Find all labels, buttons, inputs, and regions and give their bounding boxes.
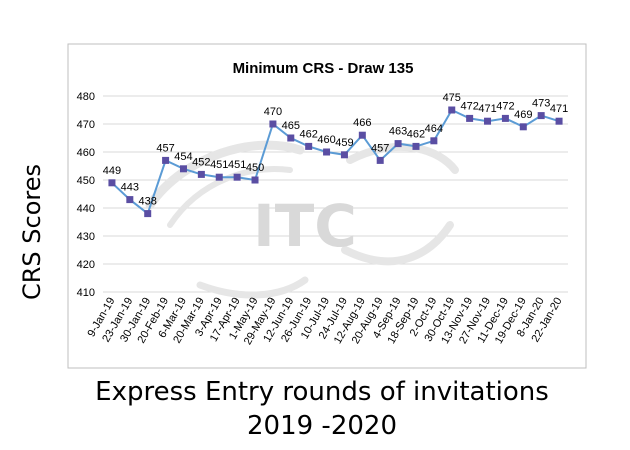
data-label: 452 [192, 156, 210, 168]
y-tick-label: 460 [77, 147, 95, 159]
watermark-text: ITC [253, 192, 357, 260]
data-point [430, 137, 438, 145]
data-point [466, 114, 474, 122]
data-point [448, 106, 456, 114]
y-tick-label: 430 [77, 231, 95, 243]
data-point [215, 173, 223, 181]
data-label: 443 [121, 182, 139, 194]
data-point [287, 134, 295, 142]
data-point [537, 112, 545, 120]
y-tick-label: 410 [77, 287, 95, 299]
data-label: 457 [371, 142, 389, 154]
data-point [179, 165, 187, 173]
data-label: 451 [210, 159, 228, 171]
data-point [144, 210, 152, 218]
data-point [323, 148, 331, 156]
data-point [412, 142, 420, 150]
data-label: 472 [460, 100, 478, 112]
data-point [251, 176, 259, 184]
data-label: 459 [335, 137, 353, 149]
data-label: 462 [299, 128, 317, 140]
x-axis-title-line2: 2019 -2020 [247, 411, 397, 441]
y-tick-label: 420 [77, 259, 95, 271]
data-label: 451 [228, 159, 246, 171]
data-point [162, 156, 170, 164]
watermark: ITC [145, 140, 459, 299]
data-point [126, 196, 134, 204]
data-point [340, 151, 348, 159]
data-label: 457 [156, 142, 174, 154]
y-axis-ticks: 410 420 430 440 450 460 470 480 [77, 91, 95, 299]
x-axis-title-line1: Express Entry rounds of invitations [95, 377, 549, 407]
data-label: 470 [264, 106, 282, 118]
series-crs [108, 106, 563, 218]
data-point [269, 120, 277, 128]
data-point [394, 140, 402, 148]
data-label: 454 [174, 151, 192, 163]
data-point [305, 142, 313, 150]
chart-title: Minimum CRS - Draw 135 [233, 60, 414, 77]
data-label: 463 [389, 126, 407, 138]
data-label: 449 [103, 165, 121, 177]
data-point [484, 117, 492, 125]
y-tick-label: 450 [77, 175, 95, 187]
data-point [519, 123, 527, 131]
y-tick-label: 480 [77, 91, 95, 103]
data-label: 471 [478, 103, 496, 115]
data-point [555, 117, 563, 125]
data-label: 465 [282, 120, 300, 132]
y-tick-label: 440 [77, 203, 95, 215]
data-point [197, 170, 205, 178]
data-label: 438 [139, 196, 157, 208]
data-point [358, 131, 366, 139]
data-label: 473 [532, 98, 550, 110]
data-label: 471 [550, 103, 568, 115]
data-label: 475 [443, 92, 461, 104]
data-label: 464 [425, 123, 443, 135]
data-label: 462 [407, 128, 425, 140]
data-label: 450 [246, 162, 264, 174]
data-point [376, 156, 384, 164]
data-label: 460 [317, 134, 335, 146]
y-tick-label: 470 [77, 119, 95, 131]
data-point [233, 173, 241, 181]
y-axis-title: CRS Scores [18, 164, 46, 300]
data-point [501, 114, 509, 122]
data-label: 469 [514, 109, 532, 121]
data-point [108, 179, 116, 187]
data-label: 466 [353, 117, 371, 129]
data-label: 472 [496, 100, 514, 112]
